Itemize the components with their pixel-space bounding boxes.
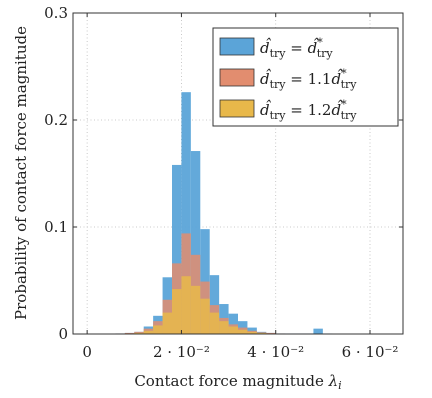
x-tick-label: 2 · 10⁻² (153, 343, 210, 361)
histogram-bar (228, 313, 238, 334)
legend-swatch (219, 37, 255, 56)
histogram-bar (219, 321, 229, 334)
histogram-bar (190, 285, 201, 334)
x-axis-label: Contact force magnitude λi (134, 372, 341, 392)
histogram-bar (143, 330, 154, 334)
y-tick-label: 0 (58, 325, 68, 343)
axis-ticks (73, 12, 403, 335)
histogram-bar (162, 312, 172, 334)
histogram-bar (209, 275, 220, 334)
histogram-bar (181, 92, 191, 335)
legend-swatch (219, 68, 255, 87)
tick-labels: 0 2 · 10⁻² 4 · 10⁻² 6 · 10⁻² 0 0.1 0.2 0.3 (44, 4, 398, 361)
histogram-bar (172, 289, 182, 334)
x-tick-label: 0 (82, 343, 92, 361)
y-axis-label: Probability of contact force magnitude (12, 26, 30, 320)
histogram-bar (200, 298, 210, 334)
histogram-bar (153, 325, 163, 334)
y-tick-label: 0.1 (44, 218, 68, 236)
histogram-bar (181, 276, 191, 334)
histogram-bars (115, 92, 389, 335)
histogram-bar (228, 326, 238, 334)
series-3-bars (115, 276, 389, 334)
y-tick-label: 0.3 (44, 4, 68, 22)
histogram-bar (256, 332, 267, 334)
y-tick-label: 0.2 (44, 111, 68, 129)
histogram-bar (247, 331, 257, 334)
x-tick-label: 4 · 10⁻² (247, 343, 304, 361)
plot-frame (72, 12, 404, 335)
legend-swatch (219, 99, 255, 118)
histogram-bar (209, 312, 220, 334)
series-1-bars (115, 92, 389, 335)
histogram-bar (313, 328, 323, 334)
histogram-bar (238, 329, 248, 334)
histogram-bar (134, 332, 144, 334)
histogram-bar (247, 327, 257, 334)
histogram-bar (172, 164, 182, 334)
x-tick-label: 6 · 10⁻² (342, 343, 399, 361)
histogram-bar (190, 151, 201, 334)
